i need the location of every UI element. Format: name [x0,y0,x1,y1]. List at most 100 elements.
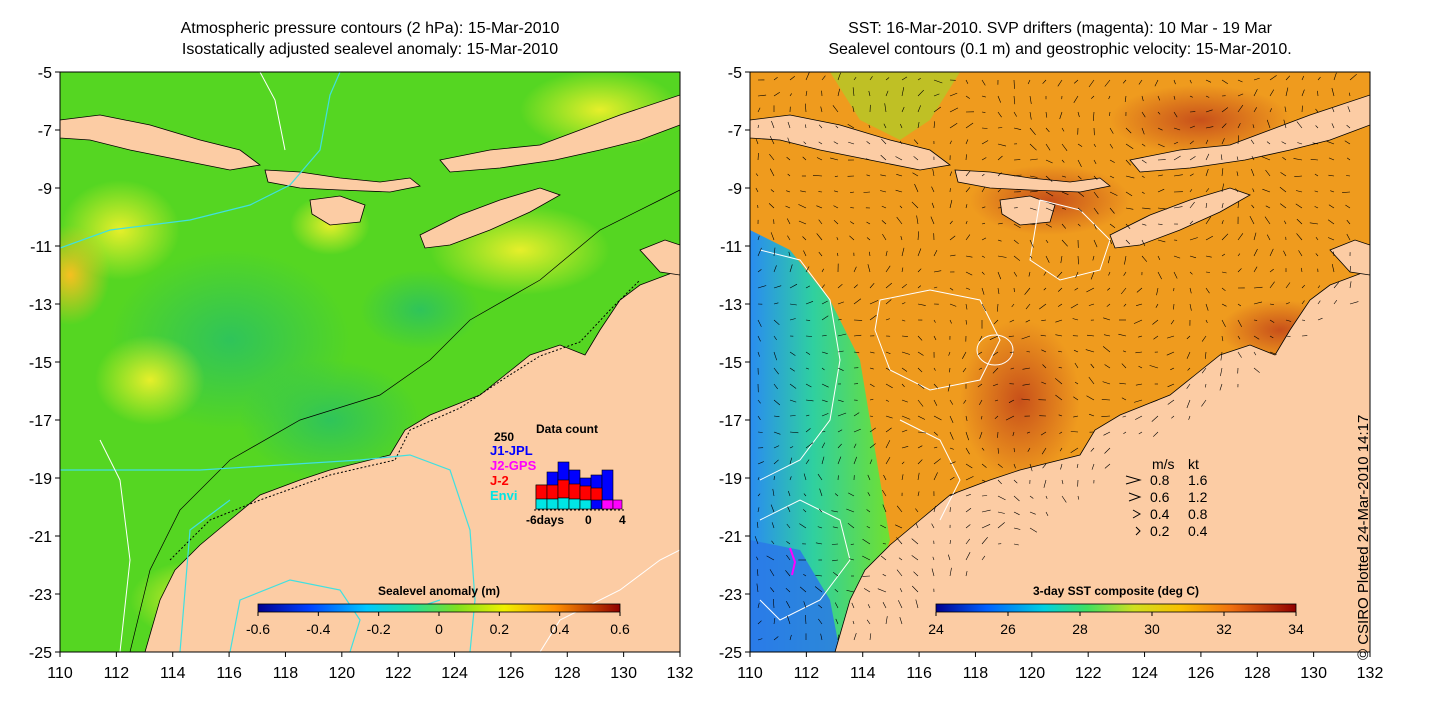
right-axes: -5 -7 -9 -11 -13 -15 -17 -19 -21 -23 -25 110 112 114 1… [719,65,1384,682]
velocity-arrow [916,215,919,225]
velocity-arrow [1013,495,1020,502]
velocity-arrow [885,427,892,433]
velocity-arrow [785,587,791,593]
cold-water [750,540,840,652]
velocity-arrow [901,87,905,97]
velocity-arrow [1237,233,1244,241]
velocity-arrow [1138,335,1143,338]
velocity-arrow [1055,334,1063,337]
velocity-arrow [949,431,954,440]
velocity-arrow [881,138,887,145]
velocity-arrow [993,319,999,325]
velocity-arrow [1103,334,1111,337]
velocity-arrow [1265,169,1271,177]
velocity-arrow [1173,79,1176,85]
velocity-arrow [882,602,887,609]
velocity-arrow [863,588,871,593]
velocity-arrow [981,555,986,561]
velocity-arrow [1025,319,1031,323]
australia-land [144,269,680,652]
y-tick-label: -5 [728,65,742,82]
velocity-arrow [1085,349,1095,353]
velocity-arrow [949,122,958,129]
velocity-arrow [917,122,920,129]
velocity-arrow [1093,239,1098,248]
velocity-arrow [901,446,909,449]
velocity-arrow [911,585,919,593]
velocity-arrow [1345,204,1351,209]
velocity-arrow [1221,168,1224,177]
velocity-arrow [757,493,761,497]
velocity-arrow [853,456,857,465]
velocity-arrow [770,189,775,193]
velocity-arrow [1027,447,1031,452]
velocity-arrow [1029,495,1034,499]
velocity-arrow [930,216,935,225]
y-tick-label: -21 [719,529,742,546]
velocity-arrow [1205,153,1210,161]
velocity-arrow [1088,303,1095,306]
velocity-arrow [803,141,807,145]
velocity-arrow [949,199,953,209]
velocity-arrow [757,247,762,257]
velocity-arrow [965,187,971,193]
velocity-arrow [773,351,777,361]
velocity-arrow [1189,189,1193,193]
velocity-arrow [805,103,807,113]
velocity-arrow [965,447,970,455]
velocity-arrow [869,427,876,433]
velocity-arrow [789,367,795,372]
velocity-arrow [805,442,814,449]
velocity-arrow [786,218,791,225]
velocity-arrow [1269,89,1275,97]
velocity-arrow [1332,107,1335,113]
velocity-key-arrow [1132,509,1142,519]
velocity-arrow [1283,250,1287,257]
velocity-arrow [832,559,839,562]
svp-drifter-track [789,547,797,576]
velocity-arrow [899,617,903,625]
velocity-arrow [981,111,986,113]
velocity-arrow [1296,121,1303,129]
velocity-arrow [853,266,857,273]
velocity-arrow [805,399,814,402]
velocity-arrow [965,255,973,258]
velocity-arrow [773,367,779,375]
velocity-arrow [769,168,775,177]
velocity-arrow [869,443,876,449]
velocity-arrow [1261,156,1271,161]
x-tick-label: 120 [328,665,355,682]
velocity-arrow [1317,300,1321,305]
anomaly-low [360,270,480,350]
velocity-arrow [832,571,839,577]
velocity-arrow [1173,127,1181,131]
velocity-arrow [757,107,761,113]
velocity-arrow [1221,233,1229,241]
velocity-arrow [831,510,839,513]
velocity-arrow [1093,191,1099,199]
velocity-arrow [1189,95,1193,98]
velocity-arrow [1166,351,1175,356]
velocity-arrow [1013,463,1016,469]
cool-water [750,230,890,652]
velocity-arrow [1093,207,1099,215]
x-tick-label: 126 [498,665,525,682]
velocity-arrow [869,398,874,401]
y-tick-label: -11 [30,239,52,256]
velocity-arrow [1205,303,1209,311]
velocity-arrow [1221,79,1228,84]
velocity-arrow [837,319,842,321]
velocity-arrow [805,285,811,289]
velocity-arrow [1315,125,1319,129]
x-tick-label: 124 [1131,665,1158,682]
velocity-arrow [821,413,829,417]
left-colorbar-ticks: -0.6 -0.4 -0.2 0 0.2 0.4 0.6 [246,612,630,637]
velocity-arrow [757,602,760,609]
y-tick-label: -25 [29,645,52,662]
velocity-arrow [1349,301,1359,305]
velocity-arrow [1327,219,1335,225]
velocity-arrow [1045,159,1053,164]
velocity-arrow [1221,303,1227,307]
velocity-arrow [1125,127,1132,134]
